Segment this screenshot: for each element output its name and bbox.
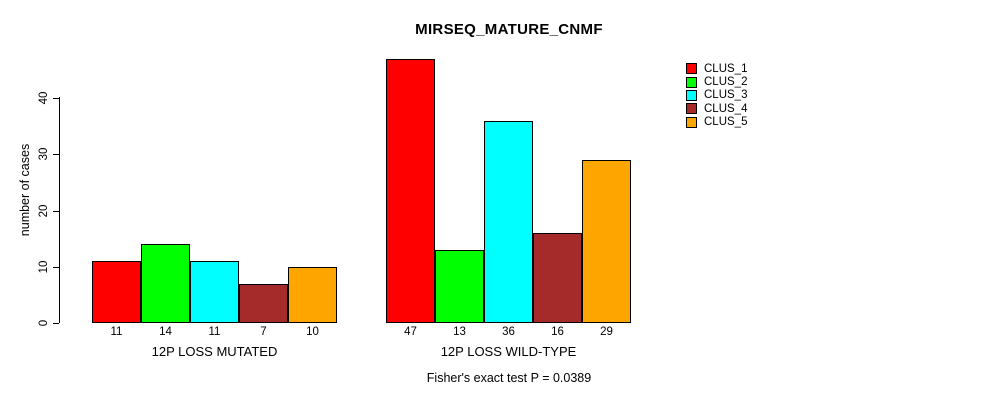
y-tick-label: 40 bbox=[38, 91, 50, 105]
bar-clus_2-group2 bbox=[435, 249, 484, 323]
legend-row-clus_2: CLUS_2 bbox=[686, 75, 747, 88]
bar-clus_3-group2 bbox=[484, 120, 533, 323]
chart-title: MIRSEQ_MATURE_CNMF bbox=[415, 21, 603, 38]
legend-row-clus_3: CLUS_3 bbox=[686, 89, 747, 102]
bar-value-label: 29 bbox=[600, 326, 613, 338]
caption-fisher-test: Fisher's exact test P = 0.0389 bbox=[426, 371, 592, 385]
bar-clus_4-group2 bbox=[533, 233, 582, 323]
bar-clus_1-group1 bbox=[92, 261, 141, 323]
legend-row-clus_4: CLUS_4 bbox=[686, 102, 747, 115]
legend-swatch-clus_4 bbox=[686, 103, 697, 115]
bar-clus_3-group1 bbox=[190, 261, 239, 323]
bar-clus_5-group2 bbox=[582, 159, 631, 323]
legend-row-clus_5: CLUS_5 bbox=[686, 116, 747, 129]
legend-swatch-clus_1 bbox=[686, 63, 697, 75]
y-axis-label: number of cases bbox=[18, 143, 32, 237]
legend-label: CLUS_2 bbox=[704, 76, 748, 89]
legend-swatch-clus_2 bbox=[686, 76, 697, 88]
bar-clus_1-group2 bbox=[386, 58, 435, 323]
bar-value-label: 14 bbox=[159, 326, 172, 338]
legend: CLUS_1 CLUS_2 CLUS_3 CLUS_4 CLUS_5 bbox=[686, 62, 747, 129]
legend-label: CLUS_3 bbox=[704, 89, 748, 102]
legend-label: CLUS_4 bbox=[704, 102, 748, 115]
bar-value-label: 16 bbox=[551, 326, 564, 338]
bar-value-label: 47 bbox=[404, 326, 417, 338]
bar-value-label: 10 bbox=[306, 326, 319, 338]
bar-value-label: 11 bbox=[110, 326, 123, 338]
bar-value-label: 36 bbox=[502, 326, 515, 338]
x-group-label-mutated: 12P LOSS MUTATED bbox=[151, 344, 278, 359]
legend-label: CLUS_5 bbox=[704, 116, 748, 129]
x-group-label-wildtype: 12P LOSS WILD-TYPE bbox=[440, 344, 577, 359]
y-tick-mark bbox=[53, 323, 59, 324]
bar-value-label: 11 bbox=[208, 326, 221, 338]
y-tick-label: 0 bbox=[38, 319, 50, 327]
bar-value-label: 7 bbox=[260, 326, 267, 338]
y-tick-mark bbox=[53, 98, 59, 99]
legend-row-clus_1: CLUS_1 bbox=[686, 62, 747, 75]
legend-swatch-clus_5 bbox=[686, 116, 697, 128]
y-tick-label: 10 bbox=[38, 260, 50, 274]
bar-clus_4-group1 bbox=[239, 283, 288, 323]
y-tick-label: 20 bbox=[38, 204, 50, 217]
y-tick-label: 30 bbox=[38, 147, 50, 161]
bar-clus_2-group1 bbox=[141, 244, 190, 323]
y-tick-mark bbox=[53, 266, 59, 268]
y-tick-mark bbox=[53, 154, 59, 156]
legend-label: CLUS_1 bbox=[704, 62, 748, 75]
y-axis-line bbox=[59, 97, 60, 323]
bar-clus_5-group1 bbox=[288, 266, 337, 323]
y-tick-mark bbox=[53, 210, 59, 212]
legend-swatch-clus_3 bbox=[686, 89, 697, 101]
bar-value-label: 13 bbox=[453, 326, 466, 338]
